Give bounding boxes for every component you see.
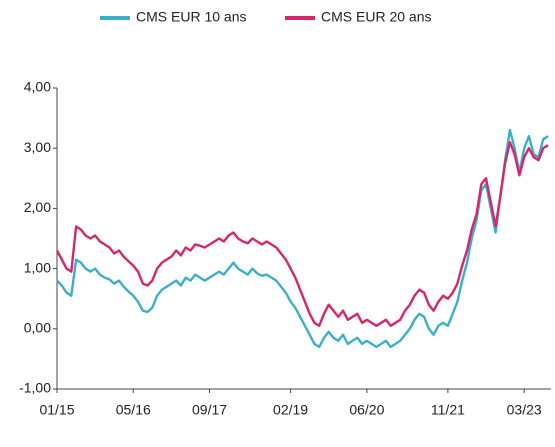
x-tick-label: 11/21 [431,402,465,418]
x-tick-label: 05/16 [116,402,151,418]
y-tick-label: 4,00 [24,79,51,95]
x-tick-label: 03/23 [507,402,542,418]
y-tick-label: 3,00 [24,139,51,155]
y-tick-label: 1,00 [24,259,51,275]
x-tick-label: 09/17 [192,402,227,418]
y-tick-label: 0,00 [24,320,51,336]
y-tick-label: 2,00 [24,199,51,215]
series-line [55,141,549,327]
legend-label: CMS EUR 20 ans [321,9,431,25]
x-tick-label: 02/19 [273,402,308,418]
legend-label: CMS EUR 10 ans [136,9,246,25]
x-tick-label: 06/20 [349,402,384,418]
x-tick-label: 01/15 [39,402,74,418]
y-tick-label: -1,00 [19,380,51,396]
series-line [56,128,549,349]
